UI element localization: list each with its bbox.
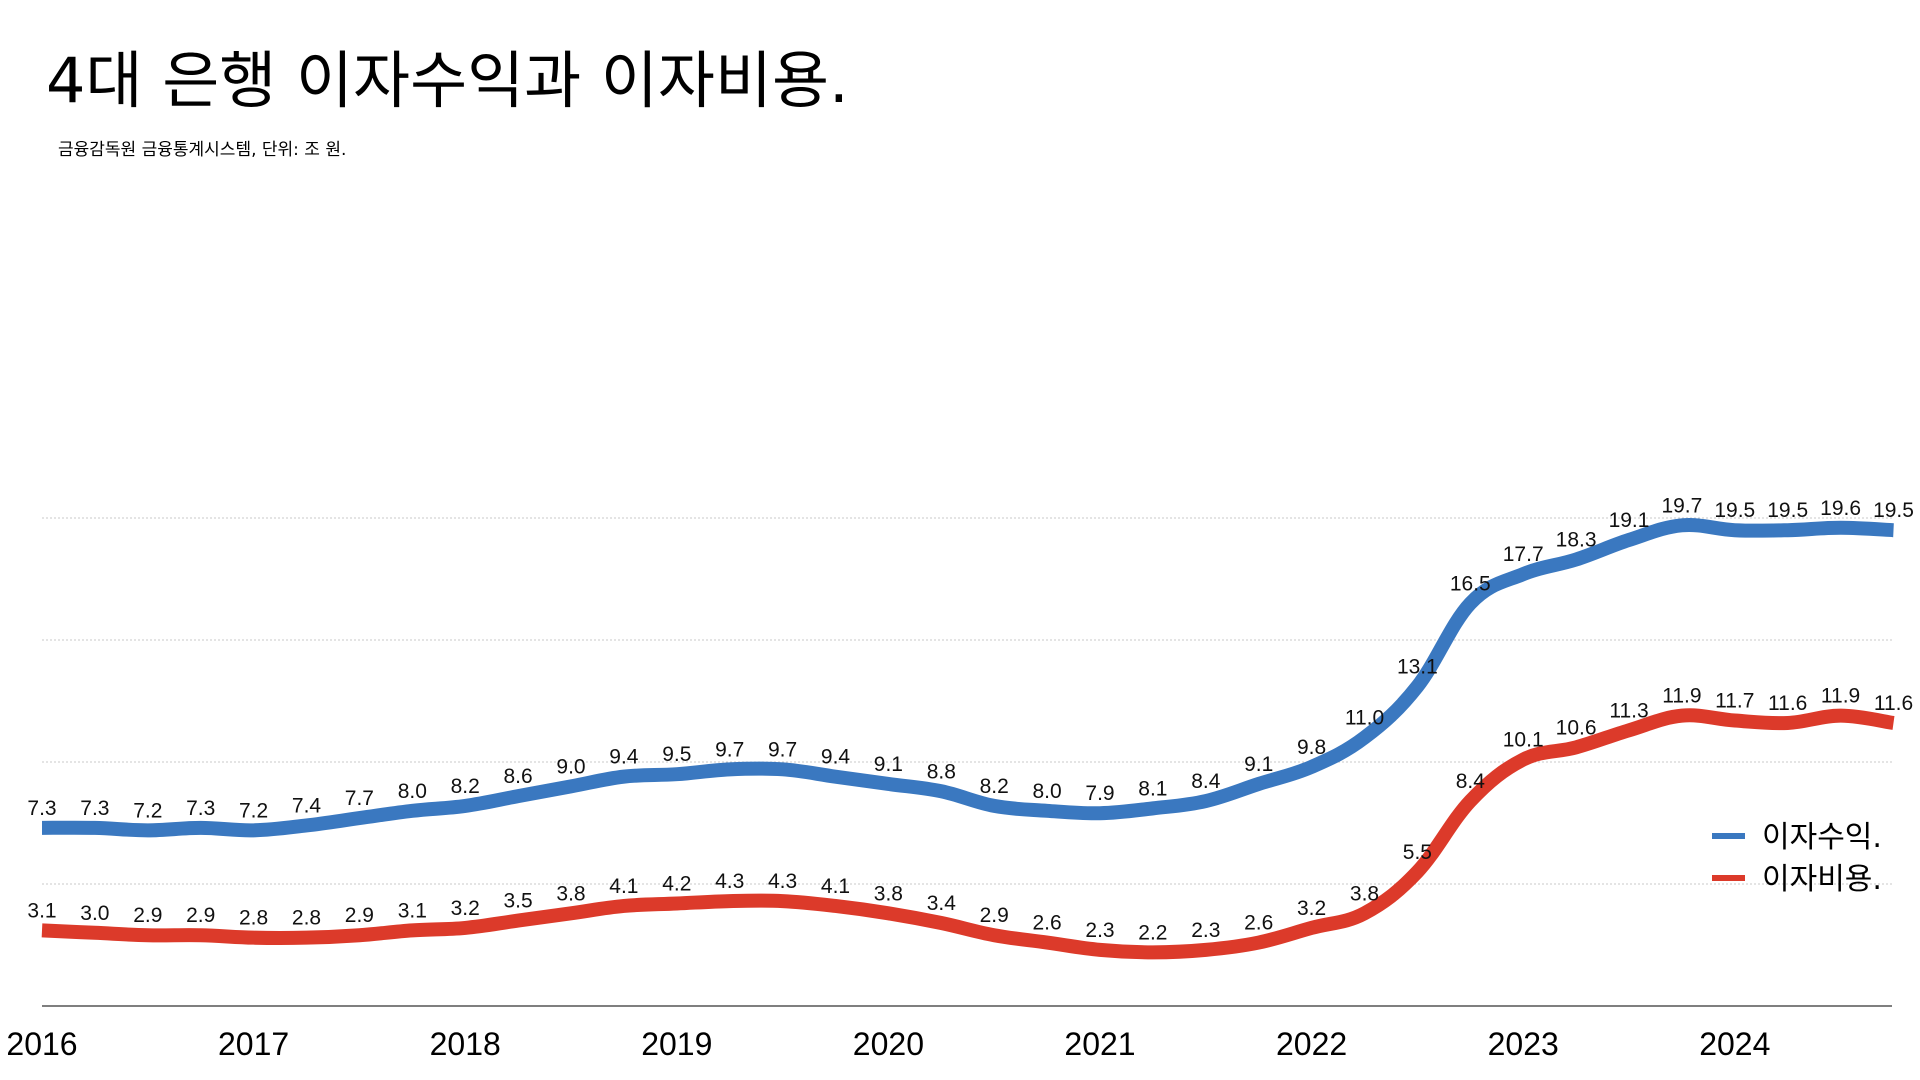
legend: 이자수익. 이자비용. — [1712, 820, 1882, 897]
data-label: 2.9 — [133, 904, 162, 927]
data-label: 19.6 — [1820, 497, 1861, 520]
x-axis-ticks: 2016 2017 2018 2019 2020 2021 2022 2023 2024 — [6, 1026, 1770, 1062]
data-label: 4.1 — [609, 875, 638, 898]
data-label: 7.2 — [239, 799, 268, 822]
data-label: 2.3 — [1191, 919, 1220, 942]
data-label: 19.5 — [1714, 499, 1755, 522]
data-label: 7.4 — [292, 794, 322, 817]
data-label: 4.1 — [821, 875, 850, 898]
data-label: 11.0 — [1345, 707, 1384, 730]
data-label: 2.6 — [1244, 912, 1273, 935]
x-tick-label: 2021 — [1064, 1026, 1135, 1062]
x-tick-label: 2023 — [1488, 1026, 1559, 1062]
data-label: 8.6 — [503, 765, 532, 788]
x-tick-label: 2018 — [430, 1026, 501, 1062]
data-label: 19.7 — [1661, 494, 1702, 517]
data-label: 3.5 — [503, 890, 532, 913]
data-label: 3.8 — [556, 882, 585, 905]
data-label: 11.6 — [1874, 692, 1913, 715]
data-labels: 7.3 7.3 7.2 7.3 7.2 7.4 7.7 8.0 8.2 8.6 9.0 9.4 9.5 9… — [27, 494, 1914, 944]
data-label: 8.1 — [1138, 777, 1167, 800]
data-label: 19.1 — [1609, 509, 1650, 532]
data-label: 17.7 — [1503, 543, 1544, 566]
chart-title: 4대 은행 이자수익과 이자비용. — [46, 44, 849, 117]
data-label: 4.2 — [662, 873, 691, 896]
data-label: 7.3 — [186, 797, 215, 820]
data-label: 8.4 — [1456, 770, 1486, 793]
series-line-2 — [41, 708, 1895, 960]
data-label: 7.9 — [1085, 782, 1114, 805]
data-label: 11.3 — [1609, 699, 1648, 722]
legend-label: 이자수익. — [1762, 820, 1882, 855]
data-label: 3.8 — [1350, 882, 1379, 905]
data-label: 2.9 — [186, 904, 215, 927]
data-label: 8.0 — [398, 780, 427, 803]
x-tick-label: 2022 — [1276, 1026, 1347, 1062]
data-label: 11.7 — [1715, 690, 1754, 713]
data-label: 7.3 — [27, 797, 56, 820]
x-tick-label: 2020 — [853, 1026, 924, 1062]
data-label: 3.1 — [27, 899, 56, 922]
data-label: 13.1 — [1397, 655, 1438, 678]
data-label: 2.8 — [239, 907, 268, 930]
data-label: 8.4 — [1191, 770, 1221, 793]
data-label: 8.8 — [927, 760, 956, 783]
data-label: 7.7 — [345, 787, 374, 810]
data-label: 9.5 — [662, 743, 691, 766]
data-label: 3.2 — [451, 897, 480, 920]
data-label: 10.1 — [1503, 729, 1544, 752]
series-line-1 — [41, 517, 1894, 838]
data-label: 8.0 — [1032, 780, 1061, 803]
data-label: 9.8 — [1297, 736, 1326, 759]
data-label: 11.6 — [1768, 692, 1807, 715]
data-label: 2.9 — [980, 904, 1009, 927]
chart-subtitle: 금융감독원 금융통계시스템, 단위: 조 원. — [58, 140, 346, 160]
data-label: 2.3 — [1085, 919, 1114, 942]
data-label: 7.2 — [133, 799, 162, 822]
data-label: 3.4 — [927, 892, 957, 915]
series-lines — [41, 517, 1895, 960]
data-label: 2.8 — [292, 907, 321, 930]
data-label: 5.5 — [1403, 841, 1432, 864]
data-label: 8.2 — [451, 775, 480, 798]
data-label: 8.2 — [980, 775, 1009, 798]
data-label: 3.1 — [398, 899, 427, 922]
data-label: 18.3 — [1556, 528, 1597, 551]
data-label: 3.0 — [80, 902, 109, 925]
data-label: 11.9 — [1821, 685, 1860, 708]
x-tick-label: 2024 — [1699, 1026, 1770, 1062]
data-label: 19.5 — [1873, 499, 1914, 522]
data-label: 2.9 — [345, 904, 374, 927]
data-label: 9.7 — [768, 738, 797, 761]
data-label: 3.2 — [1297, 897, 1326, 920]
data-label: 9.1 — [874, 753, 903, 776]
data-label: 9.4 — [609, 746, 639, 769]
data-label: 4.3 — [768, 870, 797, 893]
x-tick-label: 2016 — [6, 1026, 77, 1062]
x-tick-label: 2019 — [641, 1026, 712, 1062]
data-label: 9.0 — [556, 755, 585, 778]
gridlines — [42, 517, 1892, 1007]
data-label: 2.2 — [1138, 921, 1167, 944]
data-label: 16.5 — [1450, 572, 1491, 595]
data-label: 9.7 — [715, 738, 744, 761]
data-label: 4.3 — [715, 870, 744, 893]
data-label: 2.6 — [1032, 912, 1061, 935]
data-label: 7.3 — [80, 797, 109, 820]
data-label: 10.6 — [1556, 716, 1597, 739]
legend-label: 이자비용. — [1762, 862, 1882, 897]
x-tick-label: 2017 — [218, 1026, 289, 1062]
data-label: 11.9 — [1662, 685, 1701, 708]
data-label: 9.1 — [1244, 753, 1273, 776]
data-label: 3.8 — [874, 882, 903, 905]
data-label: 9.4 — [821, 746, 851, 769]
data-label: 19.5 — [1767, 499, 1808, 522]
